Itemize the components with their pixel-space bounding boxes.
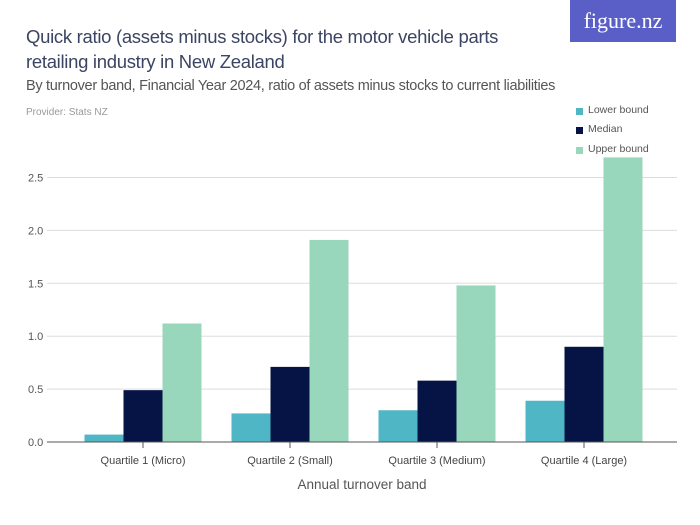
- legend-label: Lower bound: [588, 103, 649, 116]
- x-tick-label: Quartile 2 (Small): [247, 455, 333, 467]
- chart-title: Quick ratio (assets minus stocks) for th…: [26, 26, 499, 72]
- legend-swatch: [576, 127, 583, 135]
- legend-item: Lower bound: [576, 100, 649, 120]
- y-tick-label: 0.5: [28, 384, 43, 396]
- bar-median: [123, 390, 163, 442]
- bar-upper-bound: [456, 285, 496, 442]
- bar-lower-bound: [84, 434, 124, 442]
- legend: Lower bound Median Upper bound: [576, 100, 649, 159]
- x-tick-label: Quartile 1 (Micro): [101, 455, 186, 467]
- provider-label: Provider: Stats NZ: [26, 107, 108, 118]
- bar-upper-bound: [162, 323, 202, 442]
- legend-swatch: [576, 107, 583, 115]
- x-axis-label: Annual turnover band: [297, 477, 426, 492]
- y-tick-label: 2.0: [28, 225, 43, 237]
- x-tick-label: Quartile 3 (Medium): [388, 455, 485, 467]
- chart-subtitle: By turnover band, Financial Year 2024, r…: [26, 78, 556, 94]
- y-tick-label: 1.5: [28, 278, 43, 290]
- bar-upper-bound: [603, 157, 643, 442]
- y-tick-label: 0.0: [28, 437, 43, 449]
- bar-lower-bound: [525, 400, 565, 442]
- legend-swatch: [576, 146, 583, 154]
- x-tick-label: Quartile 4 (Large): [541, 455, 627, 467]
- bar-median: [417, 380, 457, 442]
- legend-item: Median: [576, 120, 649, 140]
- bar-lower-bound: [378, 410, 418, 442]
- figure-nz-logo[interactable]: figure.nz: [570, 0, 676, 42]
- legend-label: Median: [588, 123, 623, 136]
- bar-median: [270, 366, 310, 442]
- legend-label: Upper bound: [588, 142, 649, 155]
- y-tick-label: 1.0: [28, 331, 43, 343]
- bar-median: [564, 346, 604, 442]
- y-tick-label: 2.5: [28, 173, 43, 185]
- bar-lower-bound: [231, 413, 271, 442]
- bar-upper-bound: [309, 239, 349, 442]
- legend-item: Upper bound: [576, 139, 649, 159]
